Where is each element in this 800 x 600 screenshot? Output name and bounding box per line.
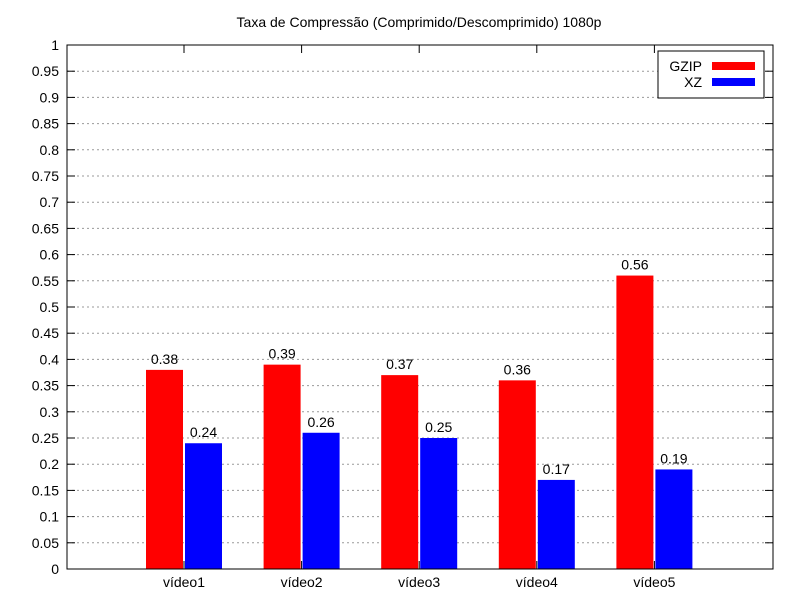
y-tick-label: 0.45 <box>32 325 59 341</box>
plot-frame <box>66 44 774 570</box>
x-axis-ticks: vídeo1 vídeo2 vídeo3 vídeo4 vídeo5 <box>163 45 676 590</box>
x-tick-label: vídeo1 <box>163 574 205 590</box>
bar-xz-2 <box>302 432 340 569</box>
y-tick-label: 0 <box>51 561 59 577</box>
x-tick-label: vídeo4 <box>516 574 558 590</box>
y-tick-label: 0.65 <box>32 220 59 236</box>
y-tick-label: 0.3 <box>40 404 60 420</box>
y-tick-label: 0.9 <box>40 89 60 105</box>
data-label: 0.38 <box>151 351 178 367</box>
x-tick-label: vídeo3 <box>398 574 440 590</box>
data-label: 0.25 <box>425 419 452 435</box>
bar-xz-1 <box>185 443 222 569</box>
y-tick-label: 0.15 <box>32 482 59 498</box>
y-axis-ticks: 0 0.05 0.1 0.15 0.2 0.25 0.3 0.35 0.4 0.45 0.5 0.55… <box>32 37 773 577</box>
y-tick-label: 0.4 <box>40 351 60 367</box>
bar-xz-3 <box>420 438 458 569</box>
bars <box>146 275 693 569</box>
bar-xz-5 <box>655 469 693 569</box>
data-label: 0.37 <box>386 356 413 372</box>
bar-xz-4 <box>537 479 575 569</box>
legend-box <box>657 50 765 99</box>
y-tick-label: 0.5 <box>40 299 60 315</box>
y-tick-label: 0.95 <box>32 63 59 79</box>
y-tick-label: 0.35 <box>32 378 59 394</box>
data-label: 0.26 <box>307 414 334 430</box>
chart-title: Taxa de Compressão (Comprimido/Descompri… <box>237 14 602 30</box>
bar-gzip-1 <box>146 369 183 569</box>
y-tick-label: 0.25 <box>32 430 59 446</box>
y-tick-label: 1 <box>51 37 59 53</box>
data-label: 0.39 <box>268 346 295 362</box>
data-label: 0.17 <box>543 461 570 477</box>
data-label: 0.56 <box>621 257 648 273</box>
y-tick-label: 0.75 <box>32 168 59 184</box>
y-tick-label: 0.85 <box>32 116 59 132</box>
y-tick-label: 0.6 <box>40 247 60 263</box>
y-tick-label: 0.8 <box>40 142 60 158</box>
bar-gzip-3 <box>381 375 419 569</box>
y-tick-label: 0.55 <box>32 273 59 289</box>
y-tick-label: 0.1 <box>40 509 60 525</box>
legend-label-xz: XZ <box>684 74 702 90</box>
x-tick-label: vídeo5 <box>633 574 675 590</box>
data-label: 0.19 <box>660 450 687 466</box>
legend-swatch-gzip <box>712 62 755 70</box>
x-tick-label: vídeo2 <box>281 574 323 590</box>
y-tick-label: 0.7 <box>40 194 60 210</box>
data-labels: 0.38 0.24 0.39 0.26 0.37 0.25 0.36 0.17 0.56 0.19 <box>151 257 688 477</box>
legend-swatch-xz <box>712 78 755 86</box>
legend-label-gzip: GZIP <box>669 58 702 74</box>
y-tick-label: 0.2 <box>40 456 60 472</box>
data-label: 0.36 <box>504 361 531 377</box>
data-label: 0.24 <box>190 424 217 440</box>
bar-gzip-5 <box>616 275 654 569</box>
y-tick-label: 0.05 <box>32 535 59 551</box>
bar-gzip-4 <box>498 380 536 569</box>
bar-gzip-2 <box>263 364 301 569</box>
